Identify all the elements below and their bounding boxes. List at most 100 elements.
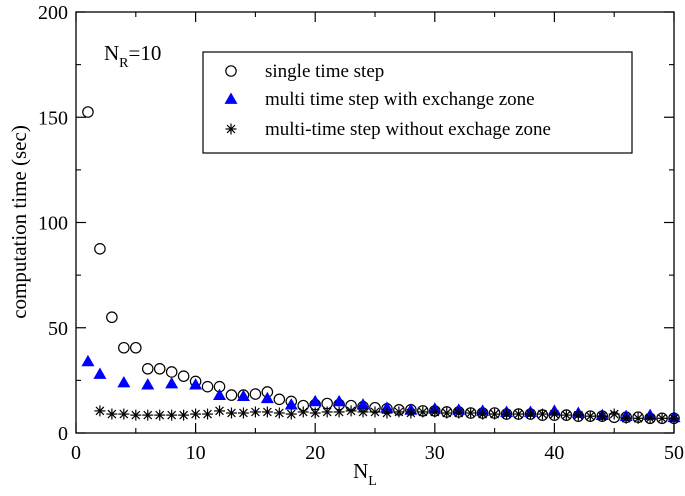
point-single-time-step — [177, 370, 190, 382]
point-multi-without-exchange — [644, 412, 656, 424]
y-tick-label: 0 — [58, 423, 68, 445]
legend-box — [202, 51, 633, 154]
y-axis-label: computation time (sec) — [7, 125, 31, 319]
nr-annotation: NR=10 — [104, 41, 161, 71]
point-multi-without-exchange — [225, 407, 237, 419]
point-multi-with-exchange — [308, 394, 322, 407]
point-multi-without-exchange — [309, 407, 321, 419]
point-single-time-step — [165, 366, 178, 378]
point-single-time-step — [118, 341, 130, 354]
point-multi-without-exchange — [357, 406, 369, 418]
axis-ticks: 0 10 20 30 40 50 0 50 100 150 200 — [38, 2, 684, 464]
point-multi-without-exchange — [142, 409, 154, 421]
data-series — [81, 106, 681, 425]
point-multi-without-exchange — [405, 407, 417, 419]
x-axis-label: NL — [353, 459, 377, 489]
point-multi-with-exchange — [332, 394, 346, 407]
point-single-time-step — [141, 362, 154, 375]
point-multi-without-exchange — [524, 408, 536, 420]
point-multi-without-exchange — [94, 405, 106, 417]
legend-label-multi-with: multi time step with exchange zone — [265, 89, 535, 110]
point-single-time-step — [130, 341, 142, 354]
point-multi-without-exchange — [393, 406, 405, 418]
point-multi-without-exchange — [202, 408, 214, 420]
point-multi-without-exchange — [441, 407, 453, 419]
point-multi-without-exchange — [548, 408, 560, 420]
point-multi-without-exchange — [190, 408, 202, 420]
series-1 — [82, 106, 680, 425]
point-multi-without-exchange — [118, 408, 130, 420]
point-multi-with-exchange — [141, 378, 155, 390]
point-multi-without-exchange — [369, 406, 381, 418]
point-multi-with-exchange — [356, 398, 370, 410]
point-multi-without-exchange — [417, 406, 429, 418]
point-single-time-step — [249, 388, 262, 400]
point-multi-with-exchange — [81, 354, 95, 367]
point-multi-without-exchange — [453, 407, 465, 419]
point-multi-with-exchange — [260, 391, 274, 404]
point-multi-without-exchange — [584, 410, 596, 422]
point-multi-without-exchange — [237, 407, 249, 419]
point-single-time-step — [153, 362, 166, 375]
point-multi-without-exchange — [297, 406, 309, 418]
point-multi-without-exchange — [321, 406, 333, 418]
x-tick-label: 0 — [71, 442, 81, 464]
legend-marker-3 — [225, 123, 237, 135]
x-tick-label: 10 — [186, 442, 206, 464]
legend-marker-2 — [224, 92, 238, 104]
point-multi-without-exchange — [154, 409, 166, 421]
point-single-time-step — [273, 393, 286, 406]
point-multi-without-exchange — [166, 409, 178, 421]
point-multi-without-exchange — [130, 409, 142, 421]
point-multi-without-exchange — [656, 412, 668, 424]
y-tick-label: 200 — [38, 2, 68, 24]
point-single-time-step — [94, 243, 106, 255]
x-tick-label: 50 — [664, 442, 684, 464]
point-multi-without-exchange — [501, 408, 513, 420]
point-multi-without-exchange — [668, 412, 680, 424]
y-tick-label: 150 — [38, 107, 68, 129]
legend-marker-1 — [225, 65, 237, 77]
y-tick-label: 50 — [48, 318, 68, 340]
point-multi-with-exchange — [165, 377, 179, 389]
point-single-time-step — [201, 380, 214, 393]
point-multi-without-exchange — [345, 405, 357, 417]
point-multi-without-exchange — [261, 406, 273, 418]
x-tick-label: 40 — [544, 442, 564, 464]
point-multi-without-exchange — [536, 408, 548, 420]
legend-markers — [224, 65, 238, 135]
point-multi-with-exchange — [236, 389, 250, 402]
legend-label-multi-without: multi-time step without exchage zone — [265, 119, 551, 140]
point-multi-with-exchange — [93, 367, 107, 379]
point-multi-without-exchange — [608, 408, 620, 420]
point-multi-without-exchange — [632, 412, 644, 424]
point-multi-with-exchange — [189, 378, 203, 390]
point-multi-with-exchange — [117, 375, 131, 388]
legend-label-single: single time step — [265, 61, 384, 82]
x-tick-label: 20 — [305, 442, 325, 464]
point-multi-without-exchange — [214, 405, 226, 417]
point-multi-without-exchange — [596, 410, 608, 422]
point-multi-without-exchange — [285, 408, 297, 420]
point-multi-without-exchange — [572, 409, 584, 421]
legend: single time step multi time step with ex… — [202, 51, 633, 154]
point-multi-without-exchange — [429, 406, 441, 418]
point-multi-without-exchange — [513, 408, 525, 420]
point-multi-without-exchange — [273, 407, 285, 419]
point-multi-without-exchange — [477, 408, 489, 420]
y-tick-label: 100 — [38, 213, 68, 235]
point-multi-with-exchange — [284, 398, 298, 410]
point-single-time-step — [225, 389, 238, 401]
point-multi-without-exchange — [620, 412, 632, 424]
point-single-time-step — [106, 311, 118, 324]
series-3 — [94, 405, 680, 424]
point-multi-without-exchange — [333, 406, 345, 418]
point-multi-without-exchange — [178, 409, 190, 421]
point-single-time-step — [82, 106, 94, 118]
point-multi-without-exchange — [560, 409, 572, 421]
x-tick-label: 30 — [425, 442, 445, 464]
point-multi-without-exchange — [381, 407, 393, 419]
point-multi-without-exchange — [489, 408, 501, 420]
point-multi-with-exchange — [213, 388, 227, 400]
